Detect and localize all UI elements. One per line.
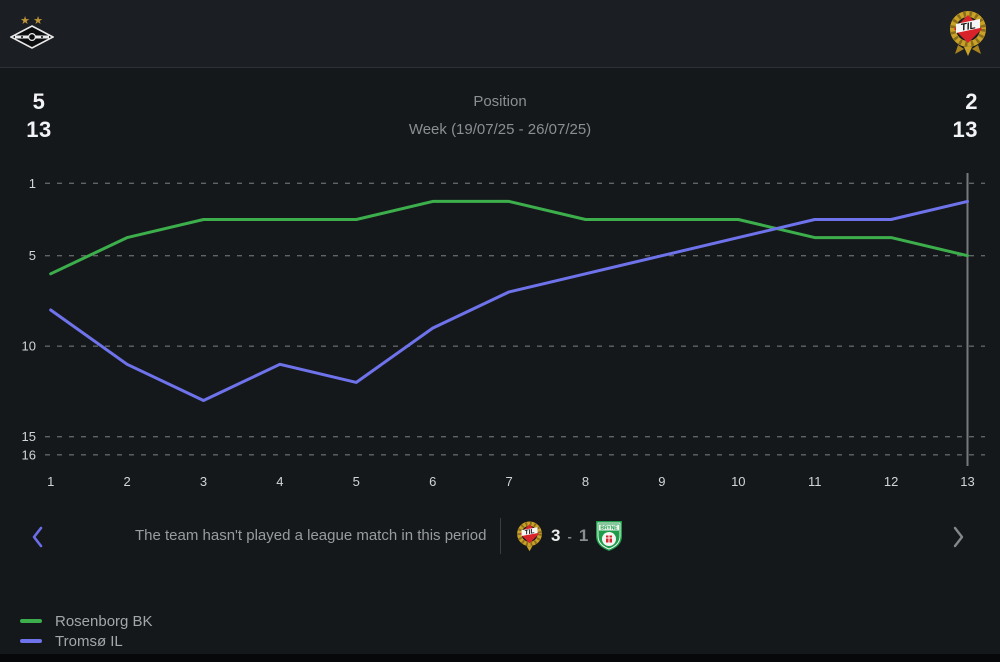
bottom-edge-strip bbox=[0, 654, 1000, 662]
x-tick-label: 3 bbox=[200, 474, 207, 489]
svg-text:TIL: TIL bbox=[524, 528, 535, 537]
svg-text:★: ★ bbox=[33, 15, 43, 27]
away-week-value: 13 bbox=[952, 117, 978, 142]
top-bar: ★ ★ TIL bbox=[0, 0, 1000, 68]
chart-legend: Rosenborg BK Tromsø IL bbox=[20, 611, 153, 651]
series-line-troms-il bbox=[49, 199, 969, 402]
rosenborg-crest-icon: ★ ★ bbox=[9, 12, 55, 52]
stats-header: 5 13 Position Week (19/07/25 - 26/07/25)… bbox=[0, 68, 1000, 160]
chart-title: Position bbox=[473, 93, 527, 110]
x-tick-label: 11 bbox=[808, 474, 822, 489]
y-tick-label: 1 bbox=[29, 176, 36, 191]
tromso-crest-icon: TIL bbox=[950, 9, 986, 57]
away-position-value: 2 bbox=[965, 89, 978, 114]
y-tick-label: 5 bbox=[29, 248, 36, 263]
home-position-value: 5 bbox=[32, 89, 46, 114]
svg-text:TIL: TIL bbox=[960, 20, 977, 33]
legend-label-tromso: Tromsø IL bbox=[55, 632, 123, 650]
away-team-stats: 2 13 bbox=[914, 88, 978, 144]
x-tick-label: 8 bbox=[582, 474, 589, 489]
score-separator: - bbox=[567, 528, 572, 544]
home-week-value: 13 bbox=[26, 117, 52, 142]
previous-week-button[interactable] bbox=[26, 521, 50, 556]
away-score: 1 bbox=[578, 526, 589, 545]
x-tick-label: 10 bbox=[731, 474, 745, 489]
legend-label-rosenborg: Rosenborg BK bbox=[55, 612, 153, 630]
chart-subtitle: Week (19/07/25 - 26/07/25) bbox=[408, 121, 592, 138]
y-tick-label: 15 bbox=[22, 429, 36, 444]
svg-text:★: ★ bbox=[20, 15, 30, 27]
x-tick-label: 5 bbox=[353, 474, 360, 489]
legend-item-tromso: Tromsø IL bbox=[20, 631, 153, 651]
series-line-rosenborg-bk bbox=[49, 199, 969, 276]
next-week-button[interactable] bbox=[946, 521, 970, 556]
rosenborg-line-swatch-icon bbox=[20, 619, 42, 623]
chevron-left-icon bbox=[30, 526, 46, 552]
x-tick-label: 1 bbox=[47, 474, 54, 489]
home-team-stats: 5 13 bbox=[10, 88, 68, 144]
vertical-divider bbox=[500, 518, 501, 554]
legend-item-rosenborg: Rosenborg BK bbox=[20, 611, 153, 631]
chart-header: Position Week (19/07/25 - 26/07/25) bbox=[200, 88, 800, 144]
match-result[interactable]: TIL 3 - 1 BRYNE bbox=[515, 519, 624, 553]
x-tick-label: 6 bbox=[429, 474, 436, 489]
bryne-crest-icon: BRYNE bbox=[595, 520, 624, 552]
x-tick-label: 7 bbox=[505, 474, 512, 489]
svg-text:BRYNE: BRYNE bbox=[601, 526, 619, 532]
tromso-line-swatch-icon bbox=[20, 639, 42, 643]
x-tick-label: 9 bbox=[658, 474, 665, 489]
no-match-message: The team hasn't played a league match in… bbox=[135, 527, 487, 544]
chevron-right-icon bbox=[950, 526, 966, 552]
home-score: 3 bbox=[551, 526, 561, 545]
x-tick-label: 13 bbox=[960, 474, 974, 489]
x-tick-label: 12 bbox=[884, 474, 898, 489]
tromso-crest-small-icon: TIL bbox=[515, 520, 544, 552]
x-tick-label: 4 bbox=[276, 474, 283, 489]
x-tick-label: 2 bbox=[123, 474, 130, 489]
y-tick-label: 10 bbox=[22, 339, 36, 354]
position-chart: 1 5 10 15 16 1 2 3 4 5 6 7 8 9 10 11 12 13 bbox=[0, 160, 1000, 505]
y-tick-label: 16 bbox=[22, 447, 36, 462]
